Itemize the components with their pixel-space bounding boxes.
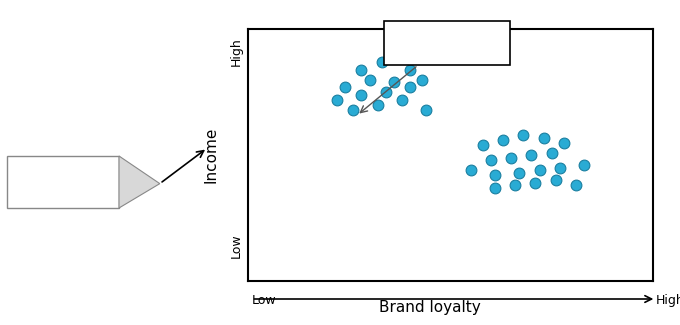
Point (405, 67, 415, 72)
Point (510, 183, 521, 188)
Point (518, 133, 529, 138)
Point (376, 59, 387, 65)
Point (380, 90, 391, 95)
Text: High: High (230, 37, 243, 66)
Point (558, 140, 569, 145)
Text: variables: variables (31, 175, 95, 189)
Point (490, 173, 500, 178)
Point (417, 77, 428, 82)
Point (579, 162, 590, 168)
Point (498, 137, 509, 143)
Point (421, 107, 432, 112)
Point (356, 92, 367, 98)
Point (340, 84, 351, 90)
Point (477, 142, 488, 148)
Text: Low: Low (252, 294, 276, 307)
Point (506, 155, 517, 160)
Point (546, 150, 557, 155)
Point (486, 158, 496, 163)
Point (514, 170, 525, 176)
Point (526, 153, 537, 158)
Point (465, 168, 476, 173)
Point (550, 178, 561, 183)
Point (571, 183, 581, 188)
Point (534, 168, 545, 173)
Point (372, 102, 383, 107)
Text: object: object (422, 34, 473, 52)
Text: Income: Income (203, 127, 218, 183)
Point (490, 185, 500, 190)
Point (405, 84, 415, 90)
Point (332, 97, 343, 102)
Point (554, 165, 565, 170)
Point (356, 67, 367, 72)
Point (396, 97, 407, 102)
Text: Brand loyalty: Brand loyalty (379, 300, 481, 315)
Point (530, 180, 541, 186)
Point (388, 80, 399, 85)
Point (538, 135, 549, 140)
Text: Low: Low (230, 234, 243, 258)
Point (364, 77, 375, 82)
Point (348, 107, 359, 112)
Text: High: High (656, 294, 680, 307)
